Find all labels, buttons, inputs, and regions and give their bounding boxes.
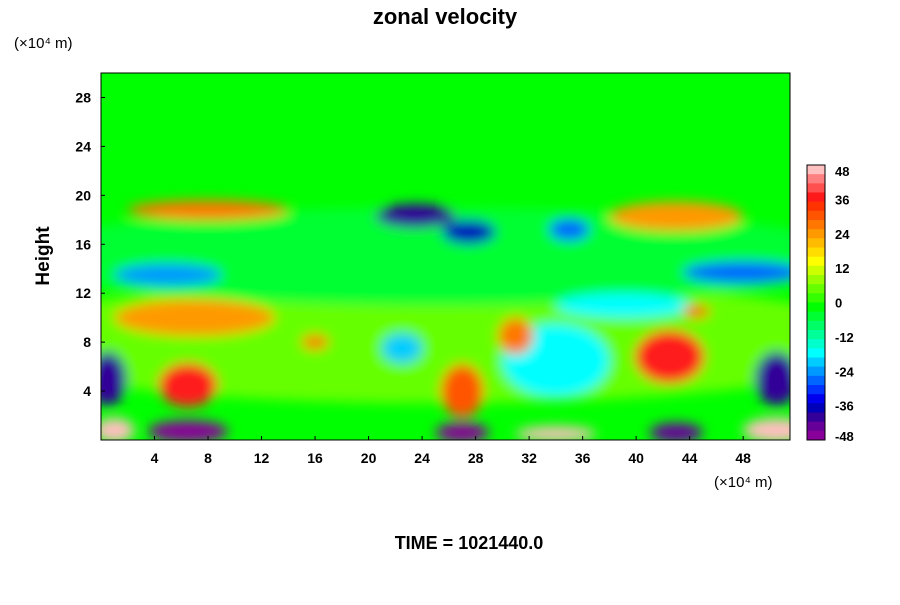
colorbar-segment: [807, 174, 825, 184]
time-label: TIME = 1021440.0: [395, 533, 544, 553]
velocity-region-21: [649, 422, 704, 440]
colorbar-tick-label: 12: [835, 261, 849, 276]
velocity-region-19: [147, 420, 229, 440]
colorbar-segment: [807, 210, 825, 221]
chart-title: zonal velocity: [373, 4, 518, 29]
x-tick-label: 16: [307, 450, 323, 466]
colorbar-segment: [807, 330, 825, 340]
colorbar-segment: [807, 220, 825, 230]
velocity-region-18: [381, 333, 423, 363]
velocity-region-7: [682, 261, 790, 284]
velocity-region-23: [515, 426, 596, 440]
colorbar-tick-label: -12: [835, 330, 854, 345]
y-tick-label: 28: [75, 89, 91, 105]
colorbar-segment: [807, 265, 825, 276]
colorbar-segment: [807, 394, 825, 404]
y-axis-unit: (×10⁴ m): [14, 35, 73, 52]
colorbar-tick-label: -24: [835, 364, 855, 379]
colorbar-segment: [807, 385, 825, 395]
y-tick-label: 16: [75, 236, 91, 252]
velocity-region-20: [435, 422, 489, 440]
plot-area: [100, 72, 791, 441]
colorbar-segment: [807, 320, 825, 331]
colorbar-tick-label: 24: [835, 227, 850, 242]
velocity-region-3: [609, 201, 744, 231]
x-tick-label: 48: [735, 450, 751, 466]
x-tick-label: 20: [361, 450, 377, 466]
velocity-region-4: [375, 203, 456, 229]
colorbar-segment: [807, 357, 825, 368]
velocity-field: [101, 200, 790, 440]
colorbar-segment: [807, 339, 825, 349]
velocity-region-22: [101, 417, 135, 440]
x-tick-label: 36: [575, 450, 591, 466]
x-tick-label: 4: [151, 450, 159, 466]
colorbar-segment: [807, 403, 825, 413]
velocity-region-17: [755, 351, 790, 406]
y-tick-label: 8: [83, 334, 91, 350]
colorbar-segment: [807, 412, 825, 423]
y-tick-label: 20: [75, 187, 91, 203]
x-axis-ticks: 4 8 12 16 20 24 28 32 36 40 44 48: [151, 436, 751, 466]
x-axis-unit: (×10⁴ m): [714, 474, 773, 491]
colorbar-segment: [807, 201, 825, 212]
colorbar-segment: [807, 192, 825, 203]
velocity-region-25: [301, 334, 329, 350]
colorbar-segment: [807, 284, 825, 294]
velocity-region-13: [158, 362, 218, 407]
y-axis-label: Height: [33, 226, 54, 286]
plot-frame: [100, 72, 791, 441]
colorbar-tick-label: -48: [835, 429, 854, 444]
x-tick-label: 12: [254, 450, 270, 466]
velocity-region-2: [127, 200, 289, 220]
colorbar-tick-label: 48: [835, 164, 849, 179]
colorbar-frame: [806, 164, 826, 441]
colorbar-segment: [807, 375, 825, 386]
velocity-region-9: [114, 299, 275, 337]
y-axis-ticks: 4 8 12 16 20 24 28: [75, 89, 105, 399]
velocity-region-14: [440, 364, 484, 418]
colorbar-segment: [807, 247, 825, 258]
colorbar-segment: [807, 165, 825, 175]
colorbar-tick-label: -36: [835, 399, 854, 414]
colorbar-segment: [807, 275, 825, 285]
colorbar-segment: [807, 183, 825, 193]
colorbar-segment: [807, 302, 825, 313]
velocity-region-24: [743, 417, 790, 440]
colorbar-tick-label: 0: [835, 296, 842, 311]
x-tick-label: 24: [414, 450, 430, 466]
y-tick-label: 4: [83, 383, 91, 399]
y-tick-label: 24: [75, 138, 91, 154]
velocity-region-6: [549, 218, 590, 241]
x-tick-label: 44: [682, 450, 698, 466]
colorbar-segment: [807, 421, 825, 432]
velocity-region-12: [634, 329, 705, 384]
velocity-region-1: [101, 207, 790, 306]
colorbar-segment: [807, 366, 825, 377]
velocity-region-5: [442, 219, 496, 245]
colorbar-tick-label: 36: [835, 192, 849, 207]
colorbar-segment: [807, 311, 825, 322]
y-tick-label: 12: [75, 285, 91, 301]
colorbar-segment: [807, 348, 825, 358]
x-tick-label: 28: [468, 450, 484, 466]
velocity-region-16: [101, 351, 127, 406]
velocity-region-11: [555, 293, 690, 318]
colorbar-segment: [807, 256, 825, 267]
colorbar-segment: [807, 293, 825, 303]
velocity-region-8: [114, 263, 222, 286]
x-tick-label: 40: [628, 450, 644, 466]
velocity-region-26: [682, 305, 710, 318]
x-tick-label: 32: [521, 450, 537, 466]
x-tick-label: 8: [204, 450, 212, 466]
velocity-region-15: [498, 317, 534, 355]
colorbar-segment: [807, 229, 825, 239]
colorbar-segment: [807, 430, 825, 441]
colorbar-segment: [807, 238, 825, 248]
colorbar: 48 36 24 12 0 -12 -24 -36 -48: [806, 164, 855, 444]
